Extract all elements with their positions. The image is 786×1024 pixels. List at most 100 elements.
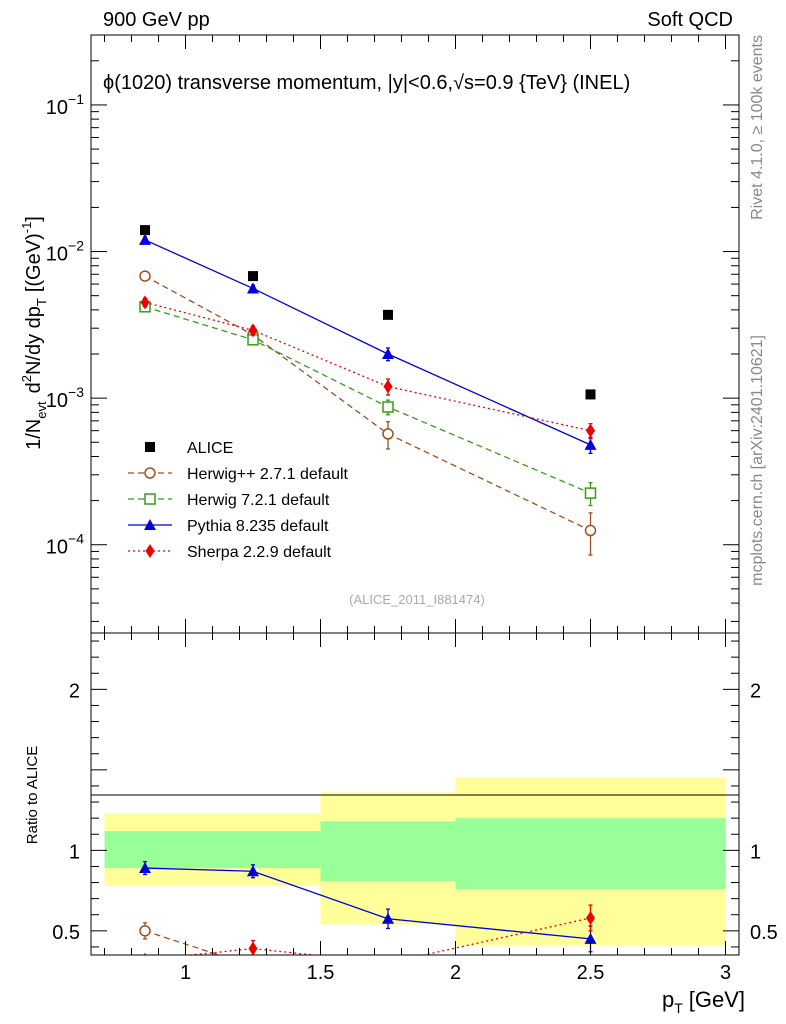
ratio-point-1-0 xyxy=(139,862,151,874)
ratio-ytick-label-left-1: 1 xyxy=(69,841,80,863)
ratio-bands xyxy=(104,777,726,946)
legend-label-0: ALICE xyxy=(187,440,233,457)
main-point-3-3 xyxy=(584,438,597,450)
main-point-0-0 xyxy=(140,225,150,236)
ratio-series-group xyxy=(139,860,597,991)
main-ytick-label-1: 10−2 xyxy=(46,238,84,266)
main-series-4 xyxy=(140,295,595,440)
ratio-series-0 xyxy=(139,922,393,991)
main-clipped xyxy=(139,225,597,556)
legend-marker-2 xyxy=(144,493,156,505)
main-ytick-label-base: 10 xyxy=(46,97,68,119)
legend-label-4: Sherpa 2.2.9 default xyxy=(187,544,332,561)
main-point-3-1 xyxy=(247,282,259,294)
main-ticks: 10−110−210−310−4 xyxy=(46,35,739,633)
main-point-3-2 xyxy=(382,348,394,360)
main-line-3 xyxy=(144,239,591,446)
ratio-band-stat-2 xyxy=(320,821,456,881)
ratio-point-1-2 xyxy=(382,912,394,924)
legend-label-2: Herwig 7.2.1 default xyxy=(187,492,330,509)
ratio-ticks: 1 1.5 2 2.5 3 0.5 0.5 1 1 2 2 xyxy=(52,633,778,984)
ratio-xtick-label-4: 3 xyxy=(720,962,731,984)
watermark: (ALICE_2011_I881474) xyxy=(349,592,485,607)
main-ytick-label-0: 10−1 xyxy=(46,91,84,119)
ylabel-part-b: evt xyxy=(34,401,49,419)
legend-marker-4 xyxy=(145,544,155,558)
main-point-1-3 xyxy=(584,524,597,537)
ratio-line-1 xyxy=(144,867,591,940)
ratio-frame xyxy=(90,632,740,956)
ratio-point-2-0 xyxy=(143,952,147,955)
main-point-1-0 xyxy=(139,270,151,282)
main-line-4 xyxy=(144,301,591,432)
main-ytick-label-exp: −1 xyxy=(68,91,84,107)
ratio-xtick-label-1: 1.5 xyxy=(307,962,335,984)
main-ytick-label-exp: −2 xyxy=(68,238,84,254)
ratio-series-1 xyxy=(139,860,597,953)
ratio-ytick-label-left-0: 0.5 xyxy=(52,922,80,944)
ratio-ytick-label-right-0: 0.5 xyxy=(750,922,778,944)
main-ylabel: 1/Nevt d2N/dy dpT [(GeV)-1] xyxy=(19,216,49,450)
main-ytick-label-2: 10−3 xyxy=(46,384,84,412)
mcplots-label: mcplots.cern.ch [arXiv:2401.10621] xyxy=(749,335,766,586)
xlabel-part-b: T xyxy=(674,1000,683,1016)
ylabel-part-g: [(GeV) xyxy=(23,233,45,292)
main-title: ϕ(1020) transverse momentum, |y|<0.6,√s=… xyxy=(103,72,630,94)
main-point-3-0 xyxy=(139,233,151,245)
ratio-panel: 1 1.5 2 2.5 3 0.5 0.5 1 1 2 2 Ratio to ALICE pT [Ge… xyxy=(24,632,778,1016)
main-series-1 xyxy=(139,270,597,556)
ratio-ylabel: Ratio to ALICE xyxy=(24,746,41,844)
main-ytick-label-3: 10−4 xyxy=(46,531,84,559)
xlabel: pT [GeV] xyxy=(662,987,745,1016)
ylabel-part-f: T xyxy=(34,298,49,306)
main-series-3 xyxy=(139,233,597,455)
ratio-bands-clipped xyxy=(104,777,726,946)
ratio-point-1-3 xyxy=(584,932,597,944)
main-series-group xyxy=(139,225,597,556)
main-point-0-1 xyxy=(248,271,258,282)
ratio-ytick-label-right-2: 2 xyxy=(750,680,761,702)
ratio-xtick-label-0: 1 xyxy=(180,962,191,984)
header-right: Soft QCD xyxy=(647,9,733,31)
ratio-series-2 xyxy=(143,904,595,970)
ratio-band-stat-3 xyxy=(455,818,726,889)
ratio-ytick-label-right-1: 1 xyxy=(750,841,761,863)
main-ytick-label-base: 10 xyxy=(46,244,68,266)
main-point-4-0 xyxy=(140,295,150,310)
main-ytick-label-exp: −3 xyxy=(68,384,84,400)
ratio-point-0-0 xyxy=(139,925,151,937)
main-line-2 xyxy=(144,306,591,494)
ylabel-part-d: 2 xyxy=(19,375,34,382)
ratio-clipped xyxy=(139,860,597,991)
legend-marker-0 xyxy=(145,442,155,452)
main-series-0 xyxy=(140,225,596,400)
ratio-point-0-1 xyxy=(248,961,258,971)
main-ytick-label-base: 10 xyxy=(46,390,68,412)
main-point-2-2 xyxy=(382,401,394,413)
legend: ALICE Herwig++ 2.7.1 default Herwig 7.2.1 … xyxy=(128,440,349,561)
main-panel: 10−110−210−310−4 ϕ(1020) transverse mome… xyxy=(19,34,740,634)
ratio-point-2-3 xyxy=(586,910,595,925)
ratio-xtick-label-3: 2.5 xyxy=(577,962,605,984)
main-point-0-2 xyxy=(383,309,393,320)
ylabel-part-e: N/dy dp xyxy=(23,306,45,375)
ratio-xtick-label-2: 2 xyxy=(450,962,461,984)
ratio-ytick-label-left-2: 2 xyxy=(69,680,80,702)
main-ytick-label-exp: −4 xyxy=(68,531,84,547)
header-left: 900 GeV pp xyxy=(103,9,210,31)
ylabel-part-h: -1 xyxy=(19,222,34,234)
main-point-0-3 xyxy=(585,389,596,400)
ylabel-part-c: d xyxy=(23,382,45,393)
ratio-point-2-2 xyxy=(384,956,393,970)
ratio-point-2-1 xyxy=(248,941,258,955)
legend-label-3: Pythia 8.235 default xyxy=(187,518,329,535)
main-point-4-2 xyxy=(383,379,393,394)
rivet-label: Rivet 4.1.0, ≥ 100k events xyxy=(749,35,766,220)
main-point-4-3 xyxy=(586,423,595,438)
main-line-1 xyxy=(144,275,591,532)
main-point-1-2 xyxy=(382,428,394,440)
ratio-point-0-2 xyxy=(383,981,393,991)
main-point-4-1 xyxy=(248,323,258,338)
xlabel-part-c: [GeV] xyxy=(689,987,745,1012)
